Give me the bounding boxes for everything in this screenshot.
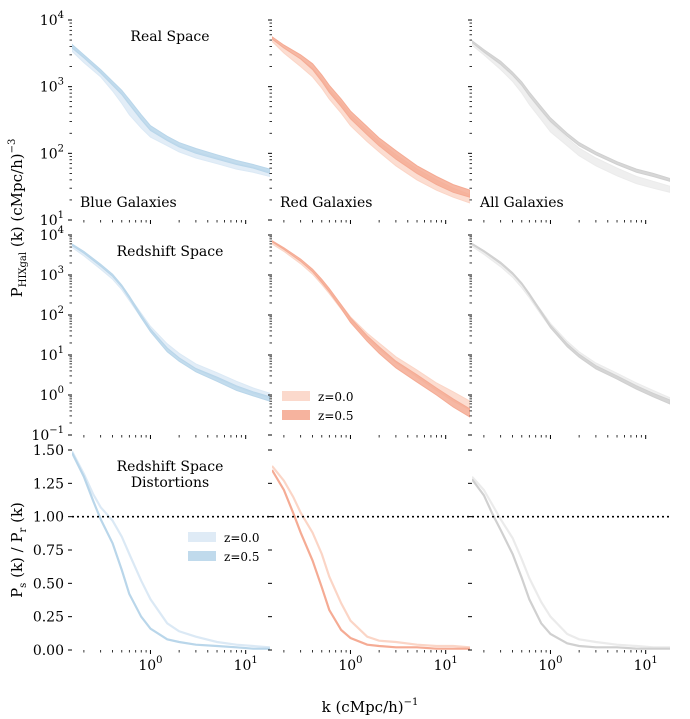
x-tick-label: 100: [138, 655, 162, 674]
y-tick-label: 101: [40, 345, 64, 364]
legend: z=0.0 z=0.5: [282, 390, 353, 423]
x-axis-label: k (cMpc/h)−1: [322, 697, 419, 716]
plot-area: [472, 475, 670, 650]
legend: z=0.0 z=0.5: [188, 531, 259, 564]
legend-label: z=0.5: [224, 550, 259, 564]
y-tick-label: 0.25: [33, 610, 64, 626]
panel-grid: 101 102 103 104 Real Space Blue Galaxies Red G…: [31, 10, 670, 674]
y-tick-label: 102: [40, 143, 64, 162]
panel-0-0: 101 102 103 104 Real Space Blue Galaxies: [40, 10, 270, 229]
y-tick-label: 0.50: [33, 576, 64, 592]
band-blue-z05: [72, 243, 270, 402]
column-label: Blue Galaxies: [80, 195, 177, 211]
legend-swatch: [282, 391, 310, 401]
band-all-z00: [472, 243, 670, 405]
legend-swatch: [188, 551, 216, 561]
legend-swatch: [282, 410, 310, 420]
y-tick-label: 103: [40, 77, 64, 96]
y-tick-label: 104: [40, 225, 64, 244]
y-tick-label: 10−1: [31, 425, 64, 444]
plot-area: [472, 242, 670, 405]
panel-1-0: 10−1 100 101 102 103 104 Redshift Space: [31, 225, 270, 444]
plot-area: [72, 43, 270, 178]
y-tick-label: 0.00: [33, 643, 64, 659]
y-tick-label: 101: [40, 210, 64, 229]
y-axis-label-ratio: Ps (k) / Pr (k): [8, 502, 29, 598]
x-tick-label: 101: [434, 655, 458, 674]
row-title: Redshift Space: [117, 244, 224, 260]
band-blue-z00: [72, 45, 270, 178]
plot-area: [72, 450, 270, 650]
y-tick-label: 104: [40, 10, 64, 29]
band-all-z05: [472, 242, 670, 405]
panel-2-1: 100 101: [268, 449, 470, 674]
line-blue-z00: [72, 450, 270, 649]
figure-labels: k (cMpc/h)−1 PHIXgal (k) (cMpc/h)−3 Ps (…: [7, 139, 418, 716]
plot-area: [272, 465, 470, 650]
x-tick-label: 100: [338, 655, 362, 674]
row-title: Real Space: [130, 29, 209, 45]
y-tick-label: 103: [40, 265, 64, 284]
panel-2-0: 0.00 0.25 0.50 0.75 1.00 1.25 1.50 100 101 Redshi…: [33, 443, 270, 674]
legend-label: z=0.0: [318, 390, 353, 404]
y-tick-label: 0.75: [33, 543, 64, 559]
band-red-z00: [272, 241, 470, 411]
y-tick-label: 102: [40, 305, 64, 324]
legend-label: z=0.5: [318, 409, 353, 423]
row-title: Redshift Space: [117, 459, 224, 475]
panel-2-2: 100 101: [468, 449, 670, 674]
line-red-z00: [272, 465, 470, 649]
plot-area: [272, 36, 470, 204]
band-red-z05: [272, 240, 470, 418]
band-blue-z00: [72, 244, 270, 399]
legend-swatch: [188, 532, 216, 542]
x-tick-label: 101: [634, 655, 658, 674]
panel-0-2: All Galaxies: [468, 19, 670, 224]
plot-area: [272, 240, 470, 418]
y-tick-label: 1.25: [33, 476, 64, 492]
panel-1-1: z=0.0 z=0.5: [268, 234, 470, 439]
panel-0-1: Red Galaxies: [268, 19, 470, 224]
band-red-z05: [272, 36, 470, 198]
y-axis-label-power: PHIXgal (k) (cMpc/h)−3: [7, 139, 29, 298]
column-label: Red Galaxies: [280, 195, 372, 211]
plot-area: [72, 243, 270, 402]
y-tick-label: 1.00: [33, 510, 64, 526]
line-blue-z05: [72, 452, 270, 650]
panel-1-2: [468, 234, 670, 439]
y-tick-label: 100: [40, 385, 64, 404]
row-title-2: Distortions: [131, 475, 209, 491]
y-tick-label: 1.50: [33, 443, 64, 459]
legend-label: z=0.0: [224, 531, 259, 545]
column-label: All Galaxies: [479, 195, 564, 211]
line-all-z05: [472, 478, 670, 650]
plot-area: [472, 40, 670, 193]
x-tick-label: 101: [234, 655, 258, 674]
x-tick-label: 100: [538, 655, 562, 674]
band-all-z05: [472, 40, 670, 182]
line-all-z00: [472, 475, 670, 649]
band-blue-z05: [72, 43, 270, 174]
line-red-z05: [272, 469, 470, 650]
